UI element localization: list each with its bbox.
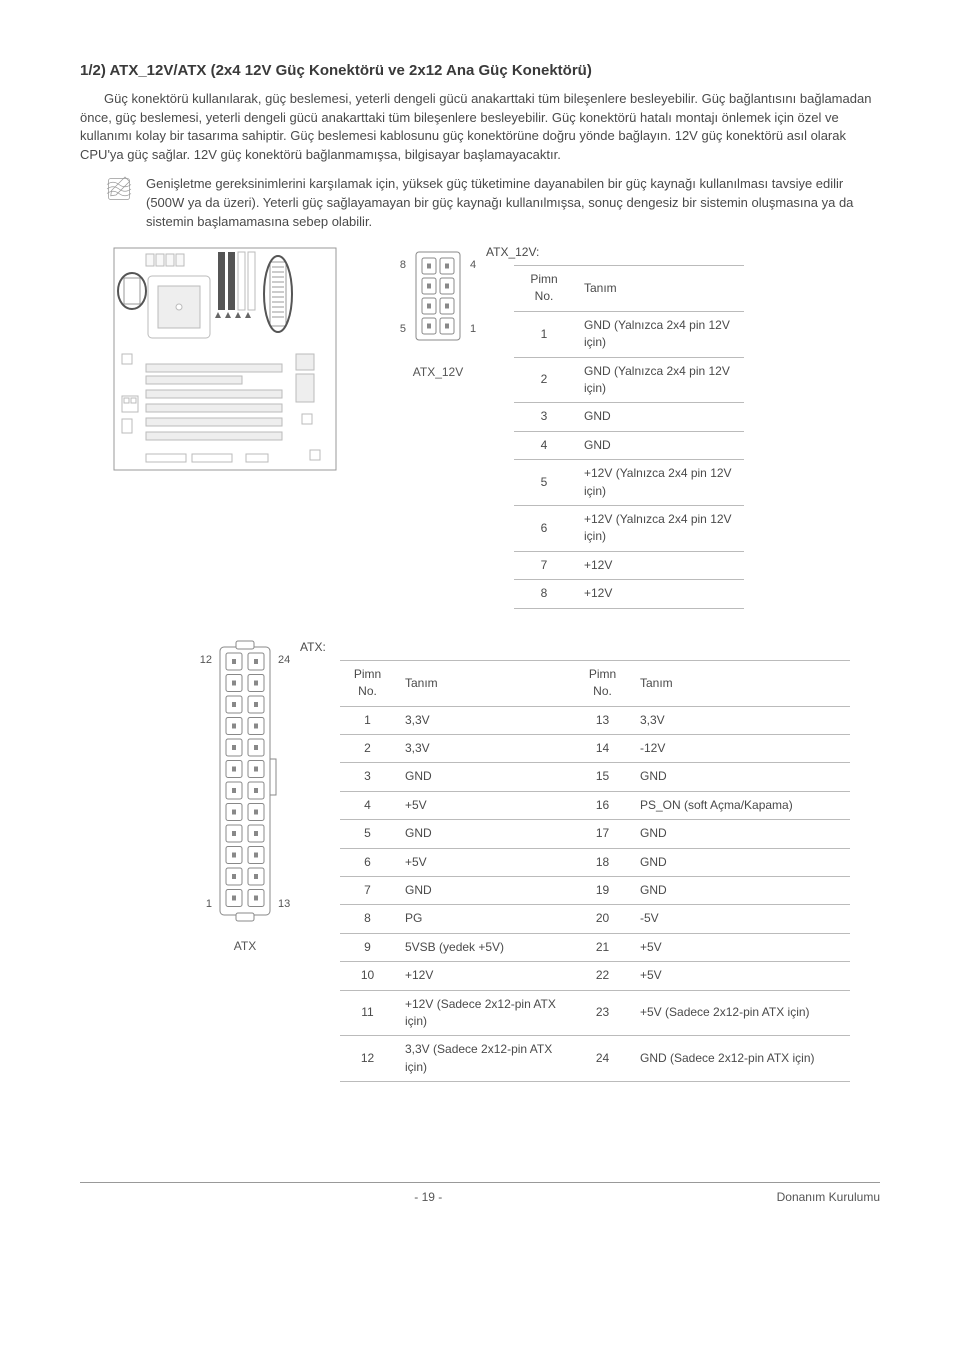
atx12v-connector-diagram: 8 4 5 1 [390, 244, 486, 360]
table-row: 10+12V22+5V [340, 962, 850, 990]
table-row: 3GND [514, 403, 744, 431]
table-row: 5GND17GND [340, 820, 850, 848]
table-row: 8PG20-5V [340, 905, 850, 933]
col-def: Tanım [630, 660, 850, 706]
pin-label: 4 [470, 259, 476, 271]
table-row: 7GND19GND [340, 877, 850, 905]
note-icon [104, 175, 134, 232]
pin-label: 24 [278, 654, 290, 666]
table-row: 95VSB (yedek +5V)21+5V [340, 933, 850, 961]
pin-label: 1 [470, 323, 476, 335]
table-row: 8+12V [514, 580, 744, 608]
table-row: 23,3V14-12V [340, 735, 850, 763]
table-row: 4GND [514, 431, 744, 459]
col-pin: Pimn No. [340, 660, 395, 706]
pin-label: 1 [206, 898, 212, 910]
table-row: 6+5V18GND [340, 848, 850, 876]
section-name: Donanım Kurulumu [777, 1189, 880, 1206]
col-pin: Pimn No. [575, 660, 630, 706]
table-row: 6+12V (Yalnızca 2x4 pin 12V için) [514, 505, 744, 551]
table-row: 2GND (Yalnızca 2x4 pin 12V için) [514, 357, 744, 403]
table-row: 7+12V [514, 551, 744, 579]
table-row: 123,3V (Sadece 2x12-pin ATX için)24GND (… [340, 1036, 850, 1082]
intro-paragraph: Güç konektörü kullanılarak, güç beslemes… [80, 90, 880, 165]
pin-label: 8 [400, 259, 406, 271]
page-footer: - 19 - Donanım Kurulumu [80, 1182, 880, 1206]
pin-label: 12 [200, 654, 212, 666]
motherboard-diagram [110, 244, 340, 474]
page-number: - 19 - [414, 1189, 442, 1206]
note-text: Genişletme gereksinimlerini karşılamak i… [146, 175, 880, 232]
atx-table: Pimn No. Tanım Pimn No. Tanım 13,3V133,3… [340, 660, 850, 1082]
table-row: 1GND (Yalnızca 2x4 pin 12V için) [514, 311, 744, 357]
col-def: Tanım [395, 660, 575, 706]
pin-label: 5 [400, 323, 406, 335]
table-row: 11+12V (Sadece 2x12-pin ATX için)23+5V (… [340, 990, 850, 1036]
table-row: 3GND15GND [340, 763, 850, 791]
atx12v-table: Pimn No. Tanım 1GND (Yalnızca 2x4 pin 12… [514, 265, 744, 608]
atx12v-table-title: ATX_12V: [486, 244, 744, 261]
atx-table-title: ATX: [300, 639, 850, 656]
atx-label: ATX [234, 938, 256, 955]
table-row: 4+5V16PS_ON (soft Açma/Kapama) [340, 791, 850, 819]
section-heading: 1/2) ATX_12V/ATX (2x4 12V Güç Konektörü … [80, 60, 880, 82]
table-row: 5+12V (Yalnızca 2x4 pin 12V için) [514, 460, 744, 506]
col-pin: Pimn No. [514, 266, 574, 312]
pin-label: 13 [278, 898, 290, 910]
col-def: Tanım [574, 266, 744, 312]
atx-connector-diagram: 12 24 1 13 [190, 639, 300, 935]
atx12v-label: ATX_12V [413, 364, 463, 381]
note-block: Genişletme gereksinimlerini karşılamak i… [104, 175, 880, 232]
table-row: 13,3V133,3V [340, 706, 850, 734]
